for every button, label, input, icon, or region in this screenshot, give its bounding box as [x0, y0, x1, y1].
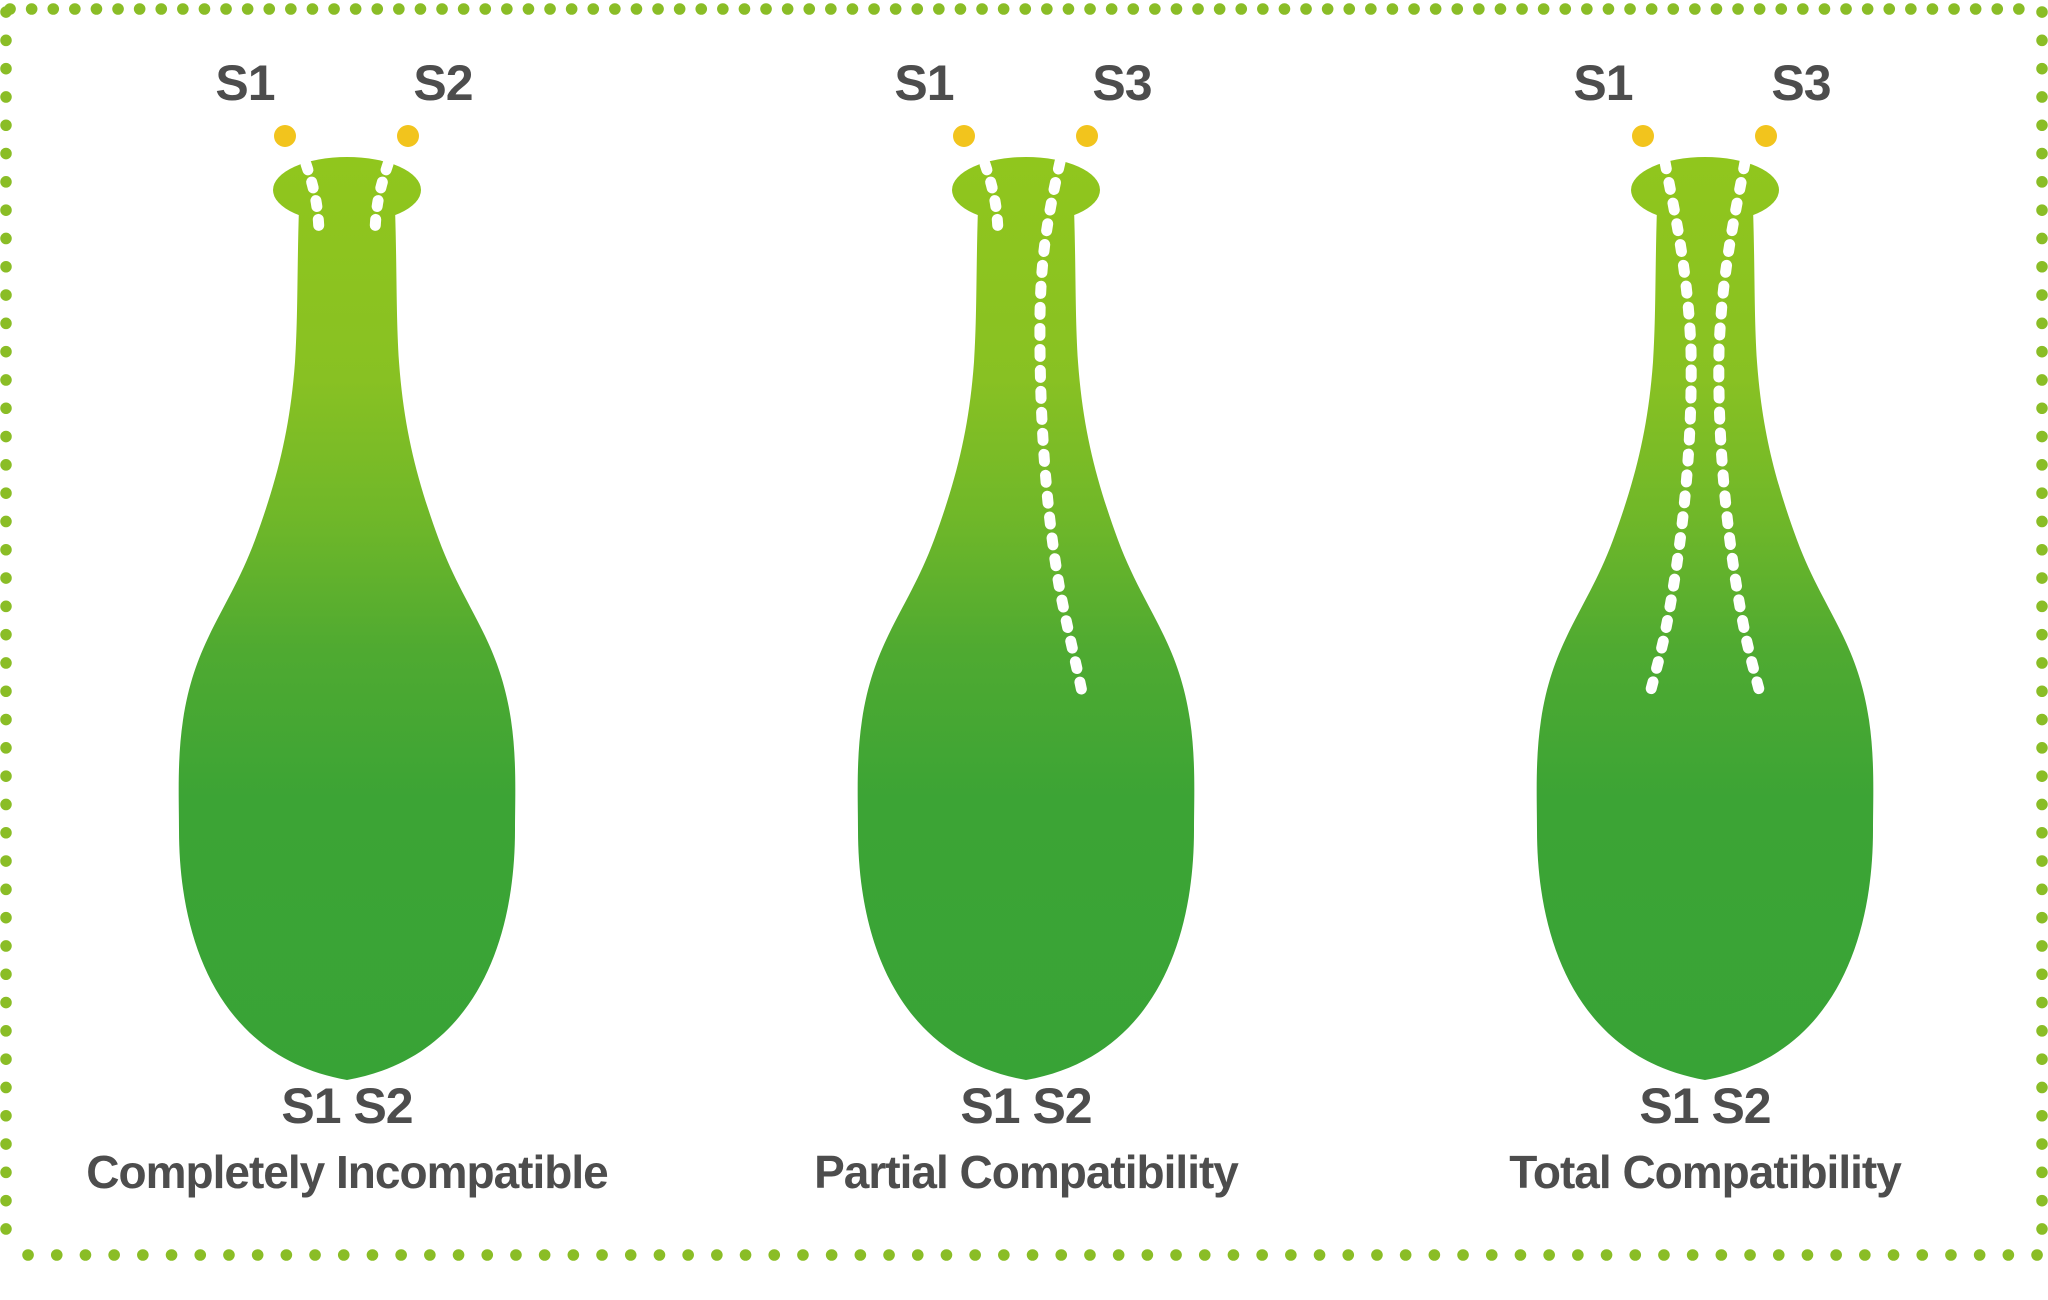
pistil-genotype-label: S1 S2: [960, 1078, 1092, 1134]
panel-caption: Completely Incompatible: [86, 1146, 608, 1198]
pollen-grain-icon-right: [1755, 125, 1777, 147]
pistil-body-shape: [178, 208, 516, 1080]
pollen-allele-label-right: S2: [413, 55, 473, 111]
pistil-figure: [178, 125, 516, 1080]
pistil-genotype-label: S1 S2: [1639, 1078, 1771, 1134]
pollen-allele-label-left: S1: [894, 55, 954, 111]
panel-total-compatibility: S1 S3 S1 S2 Total Compati: [1375, 0, 2035, 1300]
pistil-genotype-label: S1 S2: [281, 1078, 413, 1134]
pollen-allele-label-right: S3: [1092, 55, 1152, 111]
stigma-shape: [952, 157, 1100, 223]
panel-partial-compatibility: S1 S3 S1 S2 Partial Compa: [696, 0, 1356, 1300]
pistil-figure: [857, 125, 1195, 1080]
pollen-tube-left: [979, 158, 1004, 238]
pollen-tube-left: [1643, 156, 1697, 703]
pollen-allele-label-left: S1: [215, 55, 275, 111]
pollen-tube-right: [1713, 156, 1767, 703]
pistil-body-shape: [1536, 208, 1874, 1080]
pistil-body-shape: [857, 208, 1195, 1080]
stigma-shape: [273, 157, 421, 223]
pollen-grain-icon-left: [953, 125, 975, 147]
pollen-tube-right: [369, 158, 394, 238]
pollen-grain-icon-left: [1632, 125, 1654, 147]
stigma-shape: [1631, 157, 1779, 223]
pollen-tube-right: [1034, 156, 1089, 703]
panel-completely-incompatible: S1 S2 S1 S2 Completely In: [17, 0, 677, 1300]
pollen-grain-icon-left: [274, 125, 296, 147]
pollen-tube-left: [300, 158, 325, 238]
pollen-grain-icon-right: [397, 125, 419, 147]
pollen-grain-icon-right: [1076, 125, 1098, 147]
panel-caption: Total Compatibility: [1509, 1146, 1902, 1198]
pistil-figure: [1536, 125, 1874, 1080]
panel-caption: Partial Compatibility: [814, 1146, 1239, 1198]
pollen-allele-label-right: S3: [1771, 55, 1831, 111]
pollen-allele-label-left: S1: [1573, 55, 1633, 111]
